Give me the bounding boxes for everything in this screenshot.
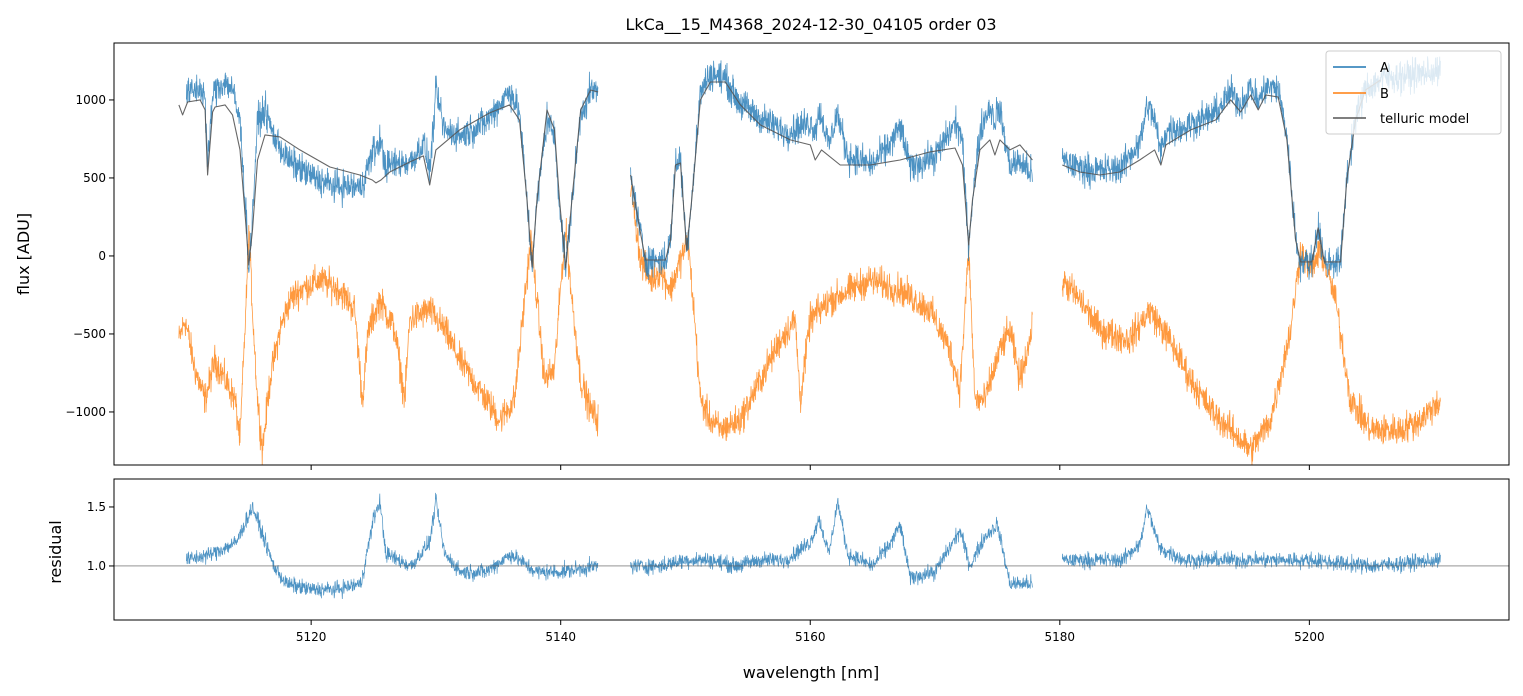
legend-label-b: B (1380, 87, 1389, 102)
xtick-label: 5180 (1045, 630, 1076, 644)
xtick-label: 5200 (1294, 630, 1325, 644)
xtick-label: 5140 (545, 630, 576, 644)
flux-ytick-label: −500 (73, 327, 106, 341)
legend-box (1325, 50, 1502, 135)
flux-ytick-label: 0 (98, 249, 106, 263)
legend-label-a: A (1380, 61, 1389, 76)
series-a-line-segment-1 (630, 60, 1033, 281)
telluric-model-line-segment-0 (178, 89, 599, 269)
residual-line-segment-0 (186, 492, 599, 600)
telluric-model-line-segment-1 (630, 81, 1033, 261)
xtick-label: 5120 (296, 630, 327, 644)
series-b-line-segment-0 (178, 217, 599, 465)
flux-ytick-label: 1000 (75, 93, 106, 107)
flux-axes-frame (113, 42, 1510, 466)
residual-axes-frame (113, 478, 1510, 621)
telluric-model-line-segment-2 (1062, 79, 1381, 263)
residual-plot-area (114, 492, 1509, 600)
residual-line-segment-2 (1061, 504, 1441, 575)
residual-ylabel: residual (46, 520, 65, 583)
flux-ylabel: flux [ADU] (14, 213, 33, 295)
residual-line-segment-1 (630, 497, 1033, 590)
series-b-line-segment-1 (630, 183, 1033, 442)
flux-plot-area (178, 56, 1441, 465)
flux-ytick-label: 500 (83, 171, 106, 185)
chart-title: LkCa__15_M4368_2024-12-30_04105 order 03 (625, 15, 996, 35)
series-b-line-segment-2 (1061, 232, 1441, 465)
flux-ytick-label: −1000 (65, 405, 106, 419)
residual-ytick-label: 1.5 (87, 500, 106, 514)
residual-axis-ticks: 5120 5140 5160 5180 5200 1.5 1.0 (87, 500, 1325, 644)
xtick-label: 5160 (795, 630, 826, 644)
residual-ytick-label: 1.0 (87, 559, 106, 573)
flux-axis-ticks: 1000 500 0 −500 −1000 (65, 93, 1310, 470)
legend: A B telluric model (1325, 50, 1502, 135)
legend-label-telluric: telluric model (1380, 112, 1469, 127)
xlabel: wavelength [nm] (743, 663, 880, 682)
